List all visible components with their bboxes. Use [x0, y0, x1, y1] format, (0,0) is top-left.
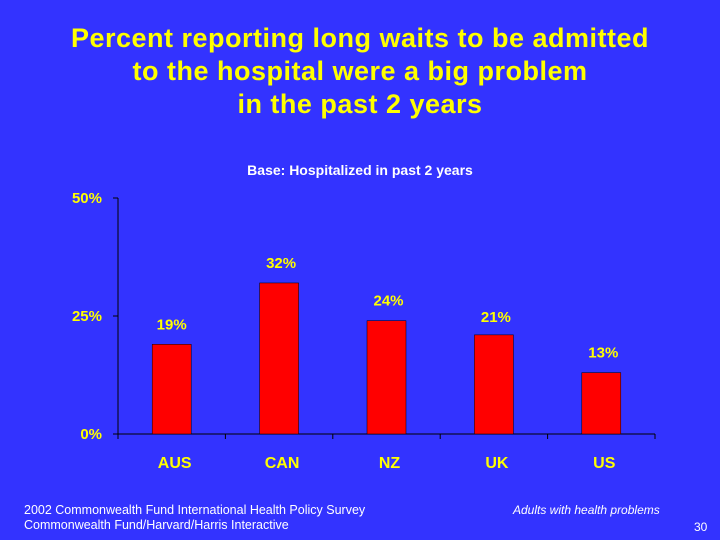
category-label-us: US [593, 455, 616, 472]
title-line-2: to the hospital were a big problem [132, 56, 588, 86]
value-label-us: 13% [588, 345, 618, 362]
value-label-can: 32% [266, 255, 296, 272]
category-label-nz: NZ [379, 455, 401, 472]
subtitle-text: Base: Hospitalized in past 2 years [247, 162, 473, 178]
source-line-1: 2002 Commonwealth Fund International Hea… [24, 503, 366, 517]
bar-aus [151, 344, 192, 435]
source-line-2: Commonwealth Fund/Harvard/Harris Interac… [24, 518, 289, 532]
bar-nz [366, 320, 407, 435]
bar-us [581, 372, 622, 435]
category-label-can: CAN [265, 455, 300, 472]
population-note: Adults with health problems [513, 503, 660, 517]
bar-can [259, 282, 299, 435]
slide-number: 30 [694, 520, 708, 534]
y-tick-label: 50% [72, 190, 102, 207]
chart-subtitle: Base: Hospitalized in past 2 years [0, 162, 720, 178]
title-line-1: Percent reporting long waits to be admit… [70, 23, 650, 53]
category-label-aus: AUS [158, 455, 192, 472]
source-note: 2002 Commonwealth Fund International Hea… [24, 503, 365, 533]
bar-uk [474, 334, 514, 435]
value-label-aus: 19% [157, 316, 187, 333]
category-label-uk: UK [485, 455, 509, 472]
title-line-3: in the past 2 years [237, 89, 483, 119]
slide-title: Percent reporting long waits to be admit… [0, 22, 720, 121]
value-label-nz: 24% [373, 293, 403, 310]
y-tick-label: 25% [72, 308, 102, 325]
value-label-uk: 21% [481, 309, 511, 326]
y-tick-label: 0% [80, 426, 102, 443]
